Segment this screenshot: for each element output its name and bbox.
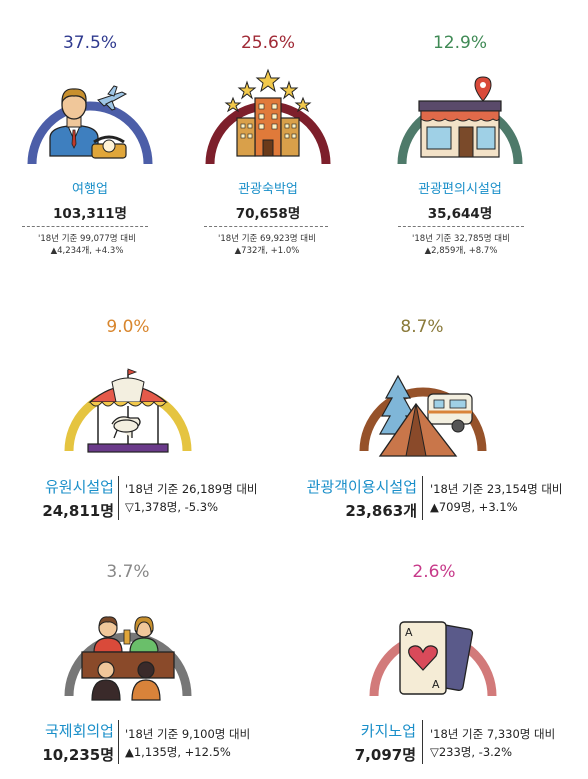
change-note: ▲1,135명, +12.5% <box>125 745 231 759</box>
base-note: '18년 기준 32,785명 대비 <box>412 234 510 244</box>
divider <box>398 226 524 227</box>
base-note: '18년 기준 99,077명 대비 <box>38 234 136 244</box>
category-name: 관광객이용시설업 <box>306 478 417 496</box>
base-note: '18년 기준 9,100명 대비 <box>125 727 251 741</box>
percent-label: 25.6% <box>240 33 295 53</box>
employee-count: 23,863개 <box>345 502 417 520</box>
travel-agent-icon <box>49 85 128 159</box>
base-note: '18년 기준 26,189명 대비 <box>125 482 258 496</box>
category-name: 관광숙박업 <box>238 182 298 197</box>
percent-label: 8.7% <box>400 317 444 337</box>
base-note: '18년 기준 23,154명 대비 <box>430 482 563 496</box>
employee-count: 35,644명 <box>427 206 493 222</box>
employee-count: 7,097명 <box>354 746 416 764</box>
category-name: 카지노업 <box>360 722 416 740</box>
change-note: ▲2,859개, +8.7% <box>424 246 498 256</box>
change-note: ▲4,234개, +4.3% <box>50 246 124 256</box>
divider <box>204 226 328 227</box>
percent-label: 37.5% <box>62 33 117 53</box>
base-note: '18년 기준 7,330명 대비 <box>430 727 556 741</box>
percent-label: 2.6% <box>412 562 456 582</box>
hotel-icon <box>224 68 312 157</box>
divider <box>22 226 148 227</box>
divider <box>118 476 119 520</box>
svg-text:A: A <box>432 678 440 691</box>
percent-label: 12.9% <box>432 33 487 53</box>
employee-count: 10,235명 <box>42 746 114 764</box>
meeting-icon <box>81 616 175 701</box>
share-arc <box>359 387 487 452</box>
shop-icon <box>418 76 502 158</box>
change-note: ▽1,378명, -5.3% <box>125 500 219 514</box>
change-note: ▲709명, +3.1% <box>430 500 518 514</box>
category-name: 유원시설업 <box>44 478 114 496</box>
percent-label: 9.0% <box>106 317 150 337</box>
share-arc <box>27 101 153 165</box>
svg-text:A: A <box>405 626 413 639</box>
divider <box>422 476 423 520</box>
category-name: 여행업 <box>72 182 108 197</box>
change-note: ▽233명, -3.2% <box>430 745 513 759</box>
playing-card-icon: A A <box>399 621 474 695</box>
divider <box>422 720 423 764</box>
divider <box>118 720 119 764</box>
employee-count: 103,311명 <box>53 206 127 222</box>
category-name: 국제회의업 <box>44 722 114 740</box>
employee-count: 24,811명 <box>42 502 114 520</box>
carousel-icon <box>87 368 169 453</box>
percent-label: 3.7% <box>106 562 150 582</box>
camping-icon <box>378 374 473 457</box>
base-note: '18년 기준 69,923명 대비 <box>218 234 316 244</box>
category-name: 관광편의시설업 <box>418 182 502 197</box>
change-note: ▲732개, +1.0% <box>234 246 300 256</box>
employee-count: 70,658명 <box>235 206 301 222</box>
